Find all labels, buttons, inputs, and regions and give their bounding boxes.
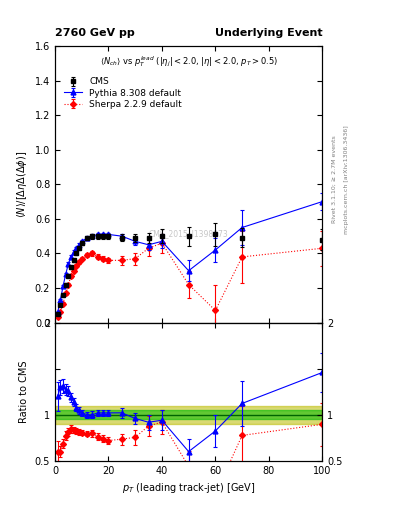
Y-axis label: $\langle N\rangle/[\Delta\eta\Delta(\Delta\phi)]$: $\langle N\rangle/[\Delta\eta\Delta(\Del… [15, 151, 29, 218]
Legend: CMS, Pythia 8.308 default, Sherpa 2.2.9 default: CMS, Pythia 8.308 default, Sherpa 2.2.9 … [62, 75, 184, 111]
Text: CMS_2015_I1398073: CMS_2015_I1398073 [149, 229, 228, 239]
Text: mcplots.cern.ch [arXiv:1306.3436]: mcplots.cern.ch [arXiv:1306.3436] [344, 125, 349, 233]
Text: 2760 GeV pp: 2760 GeV pp [55, 28, 135, 38]
Text: Underlying Event: Underlying Event [215, 28, 322, 38]
Text: $\langle N_{ch}\rangle$ vs $p_T^{lead}$ ($|\eta_j|<2.0$, $|\eta|<2.0$, $p_T>0.5$: $\langle N_{ch}\rangle$ vs $p_T^{lead}$ … [100, 54, 277, 69]
Text: Rivet 3.1.10; ≥ 2.7M events: Rivet 3.1.10; ≥ 2.7M events [332, 135, 337, 223]
Bar [55, 410, 322, 419]
Y-axis label: Ratio to CMS: Ratio to CMS [19, 360, 29, 423]
Bar [55, 406, 322, 424]
X-axis label: $p_T$ (leading track-jet) [GeV]: $p_T$ (leading track-jet) [GeV] [122, 481, 255, 495]
